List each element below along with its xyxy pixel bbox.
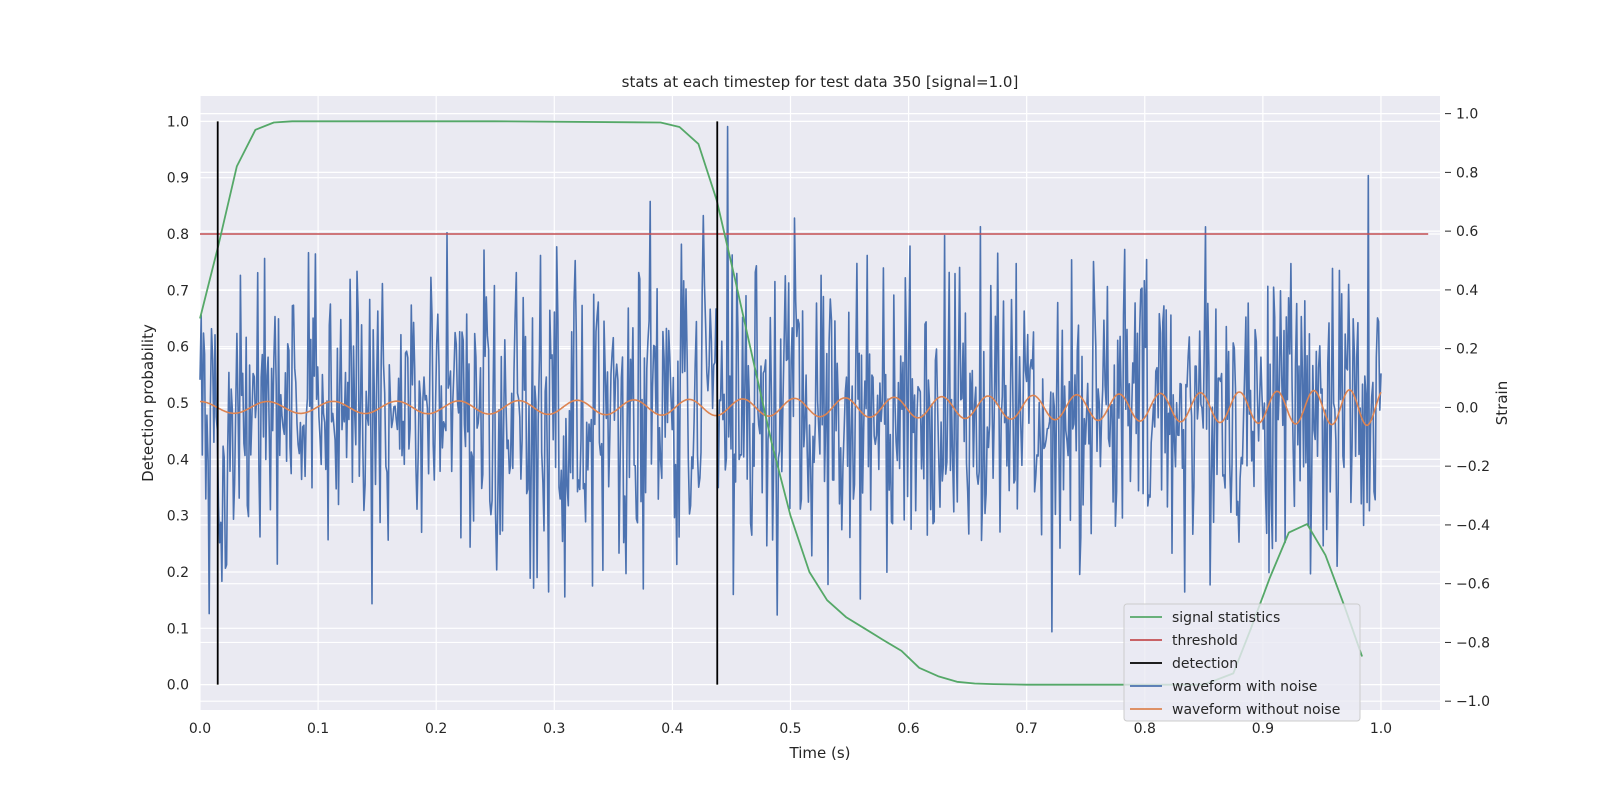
y-tick-label-left: 0.8 <box>167 227 189 243</box>
y-ticks-right: −1.0 −0.8 −0.6 −0.4 −0.2 0.0 0.2 0.4 0.6 0.8 1.0 <box>1445 107 1490 710</box>
x-tick-label: 1.0 <box>1370 721 1392 737</box>
y-tick-label-right: −1.0 <box>1456 694 1490 710</box>
y-tick-label-right: 0.6 <box>1456 224 1478 240</box>
y-axis-label-right: Strain <box>1493 381 1511 425</box>
x-ticks: 0.0 0.1 0.2 0.3 0.4 0.5 0.6 0.7 0.8 0.9 1.0 <box>189 721 1392 737</box>
y-tick-label-left: 0.4 <box>167 452 189 468</box>
legend-label-threshold: threshold <box>1172 633 1238 649</box>
y-tick-label-left: 1.0 <box>167 114 189 130</box>
y-axis-label-left: Detection probability <box>139 324 157 482</box>
y-tick-label-right: −0.4 <box>1456 518 1490 534</box>
x-tick-label: 0.9 <box>1252 721 1274 737</box>
y-tick-label-right: 0.2 <box>1456 342 1478 358</box>
x-tick-label: 0.5 <box>779 721 801 737</box>
y-tick-label-left: 0.3 <box>167 509 189 525</box>
y-tick-label-left: 0.9 <box>167 171 189 187</box>
series-waveform-with-noise <box>199 125 1382 633</box>
y-tick-label-left: 0.1 <box>167 621 189 637</box>
x-tick-label: 0.3 <box>543 721 565 737</box>
y-tick-label-left: 0.7 <box>167 283 189 299</box>
legend: signal statistics threshold detection wa… <box>1123 603 1361 722</box>
legend-label-waveform-with-noise: waveform with noise <box>1172 679 1317 695</box>
y-tick-label-right: 0.8 <box>1456 165 1478 181</box>
y-tick-label-right: −0.8 <box>1456 635 1490 651</box>
x-tick-label: 0.1 <box>307 721 329 737</box>
y-tick-label-right: −0.2 <box>1456 459 1490 475</box>
x-tick-label: 0.2 <box>425 721 447 737</box>
series-waveform-without-noise <box>200 389 1382 427</box>
x-axis-label: Time (s) <box>789 744 851 762</box>
x-tick-label: 0.4 <box>661 721 683 737</box>
x-tick-label: 0.0 <box>189 721 211 737</box>
y-tick-label-left: 0.0 <box>167 678 189 694</box>
y-tick-label-right: 0.0 <box>1456 400 1478 416</box>
legend-label-signal-statistics: signal statistics <box>1172 610 1280 626</box>
y-tick-label-right: 1.0 <box>1456 107 1478 123</box>
y-tick-label-left: 0.6 <box>167 340 189 356</box>
y-tick-label-right: −0.6 <box>1456 577 1490 593</box>
legend-label-detection: detection <box>1172 656 1238 672</box>
x-tick-label: 0.7 <box>1016 721 1038 737</box>
legend-label-waveform-without-noise: waveform without noise <box>1172 702 1340 718</box>
x-tick-label: 0.6 <box>897 721 919 737</box>
legend-box <box>1123 603 1361 722</box>
y-tick-label-left: 0.5 <box>167 396 189 412</box>
y-ticks-left: 0.0 0.1 0.2 0.3 0.4 0.5 0.6 0.7 0.8 0.9 1.0 <box>167 114 189 693</box>
y-tick-label-right: 0.4 <box>1456 283 1478 299</box>
y-tick-label-left: 0.2 <box>167 565 189 581</box>
chart-title: stats at each timestep for test data 350… <box>622 73 1019 91</box>
x-tick-label: 0.8 <box>1134 721 1156 737</box>
